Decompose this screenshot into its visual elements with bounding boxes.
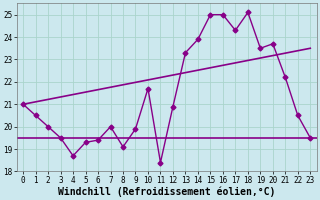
X-axis label: Windchill (Refroidissement éolien,°C): Windchill (Refroidissement éolien,°C) — [58, 186, 276, 197]
